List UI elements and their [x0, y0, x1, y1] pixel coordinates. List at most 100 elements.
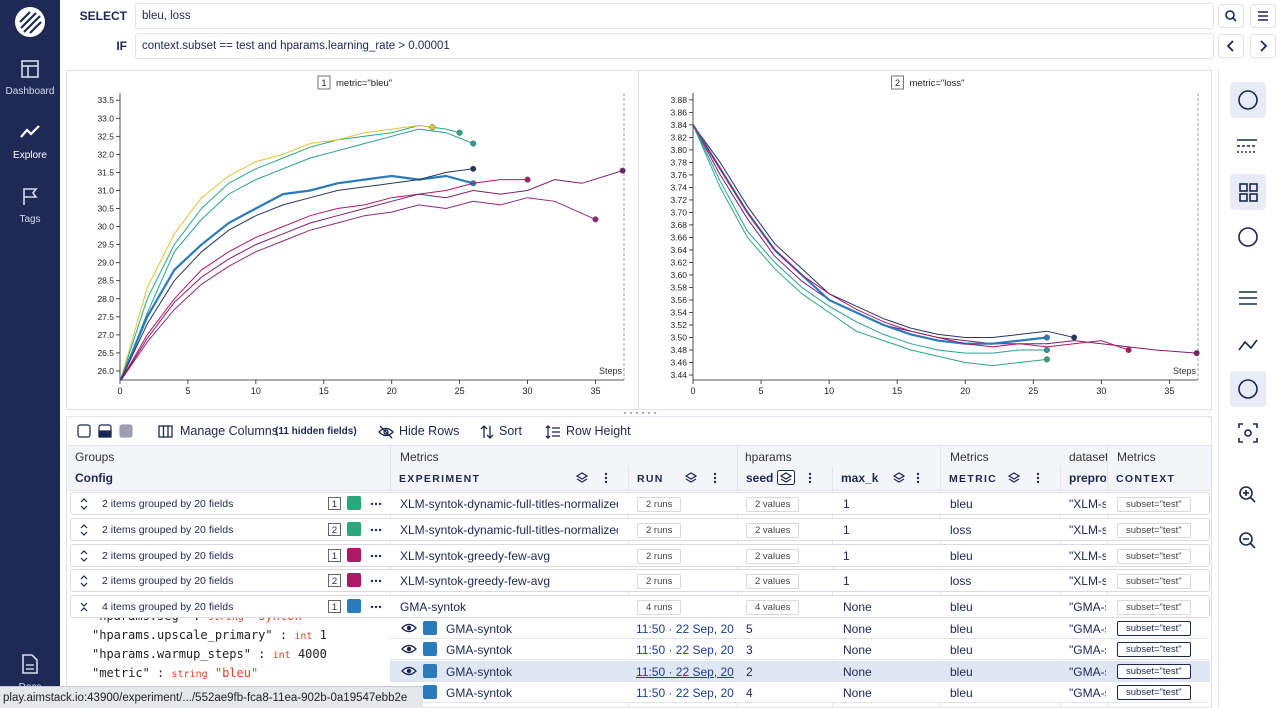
x-tick-label: 25	[1028, 386, 1038, 396]
view-toggle[interactable]	[76, 424, 146, 440]
y-tick-label: 3.58	[670, 282, 687, 292]
next-button[interactable]	[1250, 34, 1276, 58]
table-panel	[66, 416, 1212, 708]
select-input[interactable]: bleu, loss	[135, 3, 1214, 29]
series-line	[120, 197, 596, 380]
y-tick-label: 3.44	[670, 370, 687, 380]
series-line	[693, 124, 1129, 351]
series-line	[120, 124, 433, 380]
series-end-dot	[1043, 356, 1050, 363]
y-tick-label: 3.50	[670, 332, 687, 342]
y-tick-label: 28.5	[97, 276, 114, 286]
series-end-dot	[619, 167, 626, 174]
nav-label[interactable]: Explore	[13, 150, 47, 161]
menu-button[interactable]	[1250, 4, 1276, 28]
series-end-dot	[524, 176, 531, 183]
series-line	[120, 124, 460, 380]
chart-badge	[317, 75, 331, 90]
resize-handle[interactable]	[622, 410, 658, 416]
chart-badge-text: 2	[895, 78, 900, 88]
sort[interactable]: Sort	[499, 424, 522, 438]
sidebar: Dashboard Explore Tags Docs	[0, 0, 60, 708]
series-line	[120, 170, 623, 380]
tags-icon[interactable]	[21, 187, 39, 207]
series-end-dot	[1043, 334, 1050, 341]
y-tick-label: 3.84	[670, 120, 687, 130]
x-tick-label: 25	[455, 386, 465, 396]
y-tick-label: 32.0	[97, 149, 114, 159]
sort-icon[interactable]	[479, 424, 495, 440]
series-end-dot	[1071, 334, 1078, 341]
series-line	[693, 124, 1197, 354]
logo[interactable]	[14, 6, 46, 38]
hide-icon[interactable]	[377, 424, 397, 440]
y-tick-label: 27.0	[97, 330, 114, 340]
hidden-fields: (11 hidden fields)	[275, 426, 357, 437]
y-tick-label: 32.5	[97, 131, 114, 141]
y-tick-label: 3.72	[670, 195, 687, 205]
y-tick-label: 3.74	[670, 182, 687, 192]
series-end-dot	[470, 140, 477, 147]
series-end-dot	[1125, 346, 1132, 354]
chart-divider	[638, 70, 639, 410]
search-button[interactable]	[1218, 4, 1244, 28]
manage-columns[interactable]: Manage Columns	[180, 424, 278, 438]
right-toolbar	[1218, 70, 1280, 708]
chart-badge	[891, 75, 904, 90]
nav-label[interactable]: Tags	[19, 214, 41, 225]
nav-label[interactable]: Dashboard	[5, 86, 55, 97]
x-tick-label: 20	[960, 386, 970, 396]
chart-badge-text: 1	[321, 78, 326, 88]
if-label: IF	[116, 39, 127, 53]
series-line	[120, 128, 474, 380]
y-tick-label: 3.54	[670, 307, 687, 317]
x-axis-label: Steps	[599, 366, 623, 376]
chart: 1 metric="bleu" 26.0 26.5 27.0 27.5 28.0 28.5 29…	[97, 75, 626, 396]
y-tick-label: 3.78	[670, 157, 687, 167]
x-tick-label: 15	[319, 386, 329, 396]
y-tick-label: 3.68	[670, 220, 687, 230]
explore-icon[interactable]	[19, 123, 41, 141]
row-height[interactable]: Row Height	[566, 424, 631, 438]
status-bar: play.aimstack.io:43900/experiment/.../55…	[0, 686, 423, 708]
if-input[interactable]: context.subset == test and hparams.learn…	[135, 33, 1214, 59]
y-tick-label: 3.64	[670, 245, 687, 255]
x-tick-label: 5	[759, 386, 764, 396]
y-tick-label: 3.82	[670, 132, 687, 142]
y-tick-label: 31.5	[97, 167, 114, 177]
y-tick-label: 26.0	[97, 366, 114, 376]
x-tick-label: 10	[824, 386, 834, 396]
series-line	[120, 174, 474, 380]
y-tick-label: 3.52	[670, 320, 687, 330]
y-tick-label: 3.88	[670, 95, 687, 105]
series-end-dot	[592, 216, 599, 223]
y-tick-label: 27.5	[97, 312, 114, 322]
columns-icon[interactable]	[157, 424, 177, 440]
y-tick-label: 3.60	[670, 270, 687, 280]
select-label: SELECT	[79, 9, 127, 23]
hide-rows[interactable]: Hide Rows	[399, 424, 460, 438]
y-tick-label: 26.5	[97, 348, 114, 358]
prev-button[interactable]	[1218, 34, 1244, 58]
x-tick-label: 35	[1164, 386, 1174, 396]
y-tick-label: 30.5	[97, 204, 114, 214]
y-tick-label: 31.0	[97, 185, 114, 195]
search-icon	[1225, 10, 1237, 22]
x-tick-label: 35	[590, 386, 600, 396]
y-tick-label: 3.76	[670, 170, 687, 180]
series-line	[693, 124, 1047, 367]
chevron-right	[1260, 40, 1268, 52]
chevron-left	[1226, 40, 1234, 52]
docs-icon[interactable]	[21, 654, 39, 674]
dashboard-icon[interactable]	[20, 59, 40, 79]
y-tick-label: 33.0	[97, 113, 114, 123]
y-tick-label: 29.0	[97, 258, 114, 268]
menu-icon	[1258, 11, 1268, 21]
series-line	[693, 124, 1047, 354]
y-tick-label: 30.0	[97, 222, 114, 232]
y-tick-label: 3.86	[670, 107, 687, 117]
y-tick-label: 3.66	[670, 232, 687, 242]
row-height-icon[interactable]	[544, 424, 562, 440]
chart: 2 metric="loss" 3.44 3.46 3.48 3.50 3.52 3.54 3.…	[670, 75, 1200, 396]
